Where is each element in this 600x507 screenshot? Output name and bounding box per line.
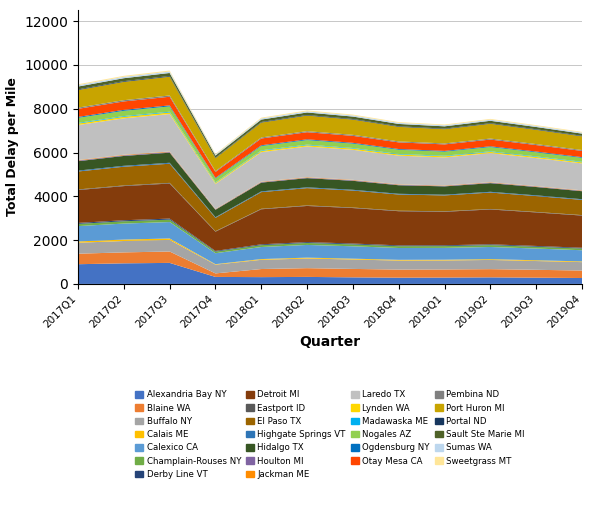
Legend: Alexandria Bay NY, Blaine WA, Buffalo NY, Calais ME, Calexico CA, Champlain-Rous: Alexandria Bay NY, Blaine WA, Buffalo NY… xyxy=(132,387,528,483)
X-axis label: Quarter: Quarter xyxy=(299,336,361,349)
Y-axis label: Total Delay per Mile: Total Delay per Mile xyxy=(6,78,19,216)
